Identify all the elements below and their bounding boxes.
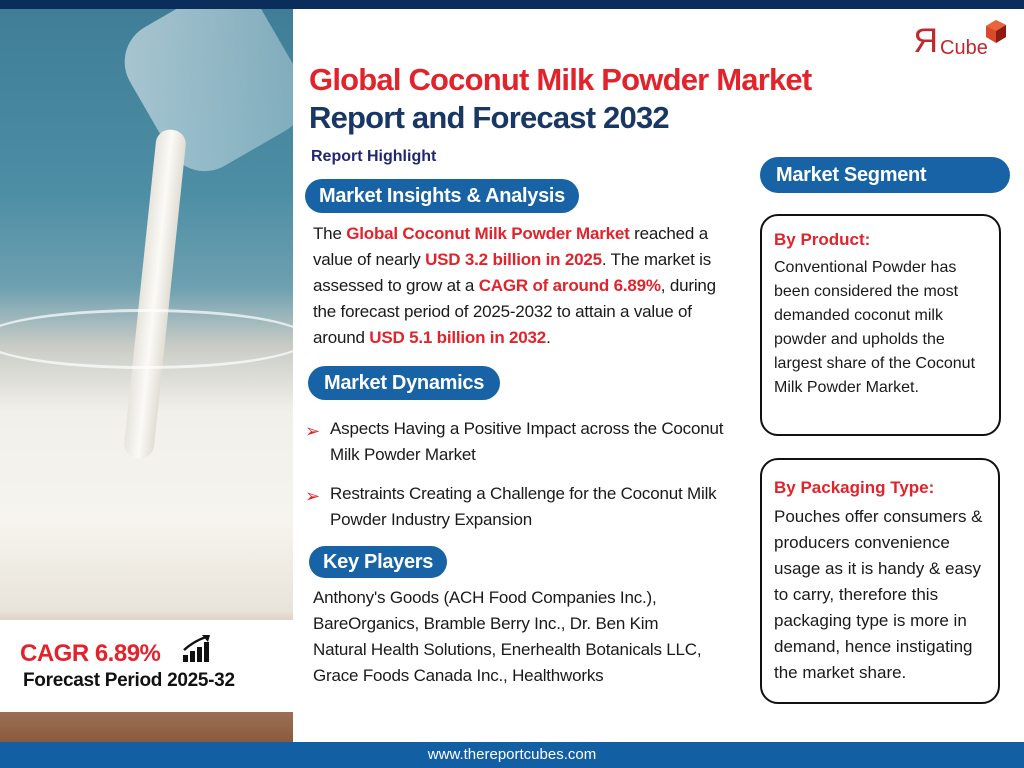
top-bar: [0, 0, 1024, 9]
report-highlight-label: Report Highlight: [311, 148, 437, 165]
cagr-panel: [0, 620, 293, 712]
market-segment-heading: Market Segment: [760, 157, 1010, 193]
title-line-1: Global Coconut Milk Powder Market: [309, 62, 812, 97]
bottle-shape: [110, 9, 293, 186]
growth-chart-icon: [183, 635, 210, 662]
highlight-cagr: CAGR of around 6.89%: [478, 276, 661, 295]
dynamics-item: ➢ Aspects Having a Positive Impact acros…: [305, 416, 730, 468]
svg-text:R: R: [913, 22, 938, 58]
text: .: [546, 328, 551, 347]
by-product-label: By Product:: [774, 230, 871, 249]
forecast-period: Forecast Period 2025-32: [23, 670, 235, 691]
chevron-right-icon: ➢: [305, 421, 320, 441]
by-product-text: Conventional Powder has been considered …: [774, 259, 976, 396]
highlight-2025-value: USD 3.2 billion in 2025: [425, 250, 602, 269]
market-insights-heading: Market Insights & Analysis: [305, 179, 579, 213]
milk-pouring-photo: [0, 9, 293, 742]
text: reached a value of nearly: [313, 224, 708, 269]
by-packaging-text: Pouches offer consumers & producers conv…: [774, 507, 983, 682]
rcube-logo: R Cube: [913, 20, 1006, 58]
highlight-market: Global Coconut Milk Powder Market: [346, 224, 630, 243]
chevron-right-icon: ➢: [305, 486, 320, 506]
dynamics-item-text: Restraints Creating a Challenge for the …: [330, 484, 717, 529]
market-insights-text: The Global Coconut Milk Powder Market re…: [313, 221, 733, 351]
milk-stream-shape: [122, 128, 188, 460]
by-product-box: By Product: Conventional Powder has been…: [760, 214, 1001, 436]
glass-rim-shape: [0, 309, 293, 369]
text: The: [313, 224, 347, 243]
key-players-text: Anthony's Goods (ACH Food Companies Inc.…: [313, 588, 702, 685]
dynamics-item: ➢ Restraints Creating a Challenge for th…: [305, 481, 730, 533]
highlight-2032-value: USD 5.1 billion in 2032: [369, 328, 547, 347]
cagr-value: CAGR 6.89%: [20, 640, 161, 667]
market-dynamics-heading: Market Dynamics: [308, 366, 501, 400]
dynamics-item-text: Aspects Having a Positive Impact across …: [330, 419, 724, 464]
title-line-2: Report and Forecast 2032: [309, 100, 670, 135]
key-players-heading: Key Players: [309, 546, 448, 578]
by-packaging-label: By Packaging Type:: [774, 478, 935, 497]
svg-text:Cube: Cube: [940, 37, 988, 58]
text: , during the forecast period of 2025-203…: [313, 276, 716, 347]
text: . The market is assessed to grow at a: [313, 250, 712, 295]
footer-website[interactable]: www.thereportcubes.com: [0, 742, 1024, 768]
by-packaging-box: By Packaging Type: Pouches offer consume…: [760, 458, 1000, 704]
